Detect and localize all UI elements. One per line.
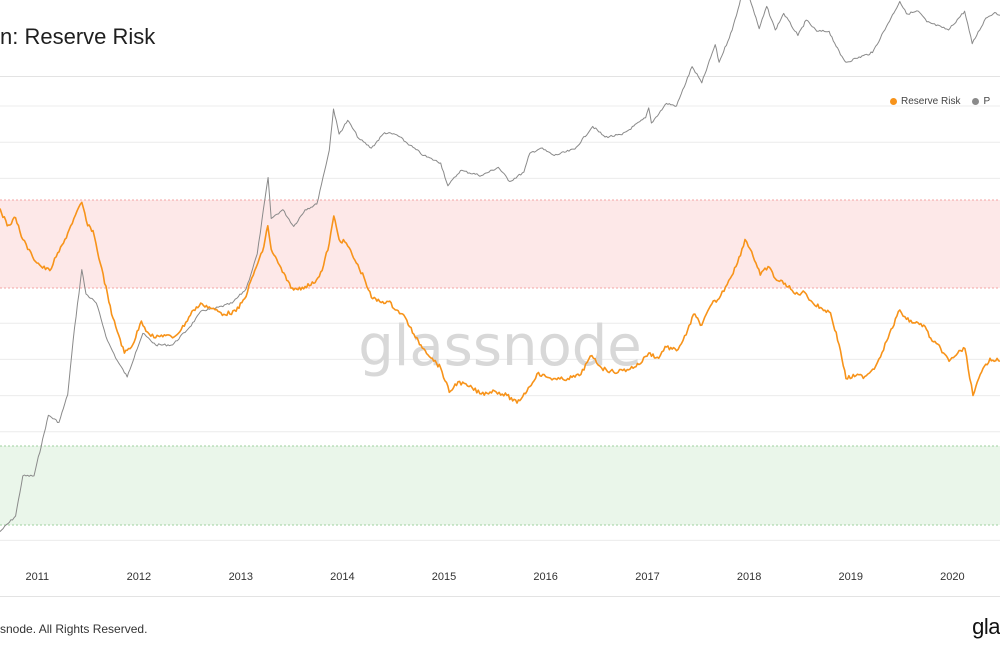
- x-tick-label: 2018: [737, 571, 761, 583]
- reserve-risk-series-line: [0, 201, 1000, 404]
- risk-bands: [0, 199, 1000, 526]
- x-tick-label: 2017: [635, 571, 659, 583]
- x-tick-label: 2013: [229, 571, 253, 583]
- page-title: n: Reserve Risk: [0, 24, 156, 49]
- x-tick-label: 2014: [330, 571, 354, 583]
- chart-series: [0, 0, 1000, 532]
- high-band: [0, 200, 1000, 288]
- x-tick-label: 2020: [940, 571, 964, 583]
- chart-legend: Reserve Risk P: [890, 96, 1000, 107]
- x-tick-label: 2012: [127, 571, 151, 583]
- legend-label-reserve-risk: Reserve Risk: [901, 96, 961, 107]
- legend-item-price[interactable]: P: [972, 96, 990, 107]
- orange-dot-icon: [890, 98, 897, 105]
- x-axis-ticks: 2011 2012 2013 2014 2015 2016 2017 2018 2019 2020: [25, 571, 964, 583]
- footer-divider: [0, 596, 1000, 597]
- reserve-risk-chart: glassnode 2011 2012 2013 2014 2015 2016 2017 20…: [0, 0, 1000, 583]
- x-tick-label: 2011: [25, 571, 49, 583]
- legend-item-reserve-risk[interactable]: Reserve Risk: [890, 96, 960, 107]
- header-divider: [0, 76, 1000, 77]
- gray-dot-icon: [972, 98, 980, 105]
- copyright-text: snode. All Rights Reserved.: [0, 622, 148, 636]
- x-tick-label: 2015: [432, 571, 456, 583]
- x-tick-label: 2016: [533, 571, 557, 583]
- low-band: [0, 446, 1000, 525]
- legend-label-price: P: [983, 96, 991, 107]
- price-series-line: [0, 0, 1000, 532]
- x-tick-label: 2019: [839, 571, 863, 583]
- watermark: glassnode: [358, 314, 642, 379]
- brand-logo: gla: [972, 614, 1000, 639]
